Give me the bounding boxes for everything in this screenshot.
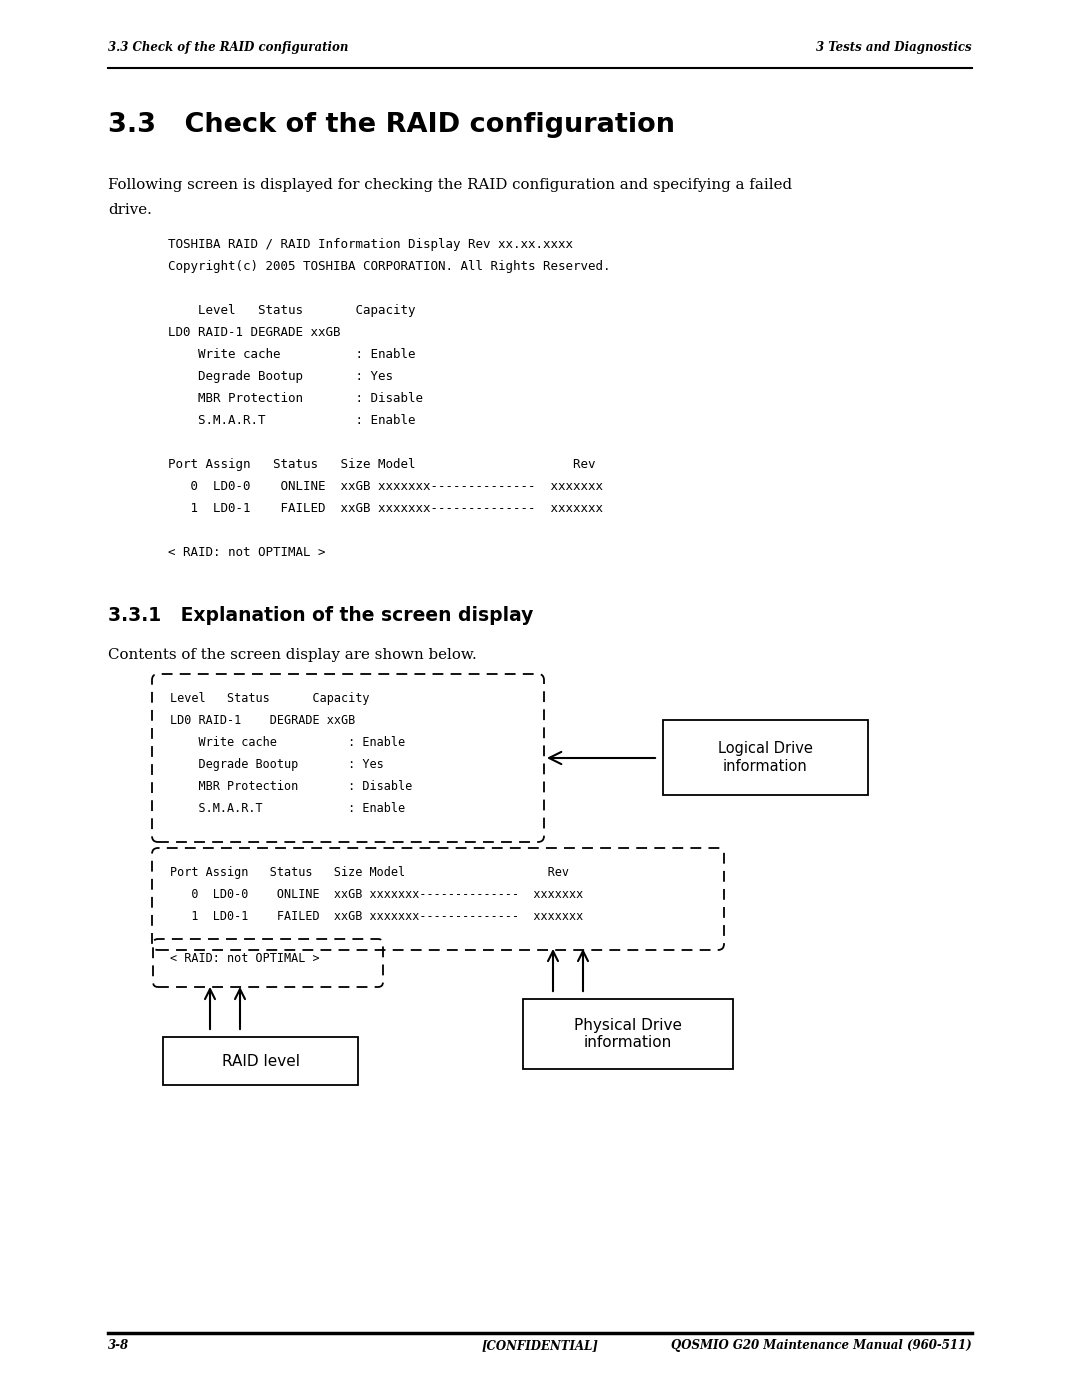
Text: Logical Drive
information: Logical Drive information	[718, 742, 813, 774]
Text: Port Assign   Status   Size Model                    Rev: Port Assign Status Size Model Rev	[170, 866, 569, 879]
Text: Level   Status       Capacity: Level Status Capacity	[168, 305, 416, 317]
Text: 3 Tests and Diagnostics: 3 Tests and Diagnostics	[816, 41, 972, 54]
Text: RAID level: RAID level	[221, 1053, 299, 1069]
Text: TOSHIBA RAID / RAID Information Display Rev xx.xx.xxxx: TOSHIBA RAID / RAID Information Display …	[168, 237, 573, 251]
Text: S.M.A.R.T            : Enable: S.M.A.R.T : Enable	[170, 802, 405, 814]
Text: LD0 RAID-1 DEGRADE xxGB: LD0 RAID-1 DEGRADE xxGB	[168, 326, 340, 339]
Text: MBR Protection       : Disable: MBR Protection : Disable	[170, 780, 413, 793]
Text: 3.3   Check of the RAID configuration: 3.3 Check of the RAID configuration	[108, 112, 675, 138]
Text: drive.: drive.	[108, 203, 152, 217]
Text: Degrade Bootup       : Yes: Degrade Bootup : Yes	[170, 759, 383, 771]
Text: MBR Protection       : Disable: MBR Protection : Disable	[168, 393, 423, 405]
Text: 1  LD0-1    FAILED  xxGB xxxxxxx--------------  xxxxxxx: 1 LD0-1 FAILED xxGB xxxxxxx-------------…	[170, 909, 583, 923]
Text: 3-8: 3-8	[108, 1338, 130, 1352]
Text: Degrade Bootup       : Yes: Degrade Bootup : Yes	[168, 370, 393, 383]
Text: Contents of the screen display are shown below.: Contents of the screen display are shown…	[108, 648, 476, 662]
Text: 3.3.1   Explanation of the screen display: 3.3.1 Explanation of the screen display	[108, 606, 534, 624]
Text: 0  LD0-0    ONLINE  xxGB xxxxxxx--------------  xxxxxxx: 0 LD0-0 ONLINE xxGB xxxxxxx-------------…	[168, 481, 603, 493]
Text: Port Assign   Status   Size Model                     Rev: Port Assign Status Size Model Rev	[168, 458, 595, 471]
Text: Write cache          : Enable: Write cache : Enable	[168, 348, 416, 360]
Text: [CONFIDENTIAL]: [CONFIDENTIAL]	[482, 1338, 598, 1352]
Text: 1  LD0-1    FAILED  xxGB xxxxxxx--------------  xxxxxxx: 1 LD0-1 FAILED xxGB xxxxxxx-------------…	[168, 502, 603, 515]
Text: 0  LD0-0    ONLINE  xxGB xxxxxxx--------------  xxxxxxx: 0 LD0-0 ONLINE xxGB xxxxxxx-------------…	[170, 888, 583, 901]
Text: Physical Drive
information: Physical Drive information	[573, 1018, 681, 1051]
Text: < RAID: not OPTIMAL >: < RAID: not OPTIMAL >	[170, 951, 320, 965]
Text: Copyright(c) 2005 TOSHIBA CORPORATION. All Rights Reserved.: Copyright(c) 2005 TOSHIBA CORPORATION. A…	[168, 260, 610, 272]
Text: S.M.A.R.T            : Enable: S.M.A.R.T : Enable	[168, 414, 416, 427]
Text: Following screen is displayed for checking the RAID configuration and specifying: Following screen is displayed for checki…	[108, 177, 792, 191]
Text: < RAID: not OPTIMAL >: < RAID: not OPTIMAL >	[168, 546, 325, 559]
Text: LD0 RAID-1    DEGRADE xxGB: LD0 RAID-1 DEGRADE xxGB	[170, 714, 355, 726]
FancyBboxPatch shape	[523, 999, 733, 1069]
Text: Level   Status      Capacity: Level Status Capacity	[170, 692, 369, 705]
Text: QOSMIO G20 Maintenance Manual (960-511): QOSMIO G20 Maintenance Manual (960-511)	[672, 1338, 972, 1352]
FancyBboxPatch shape	[663, 719, 868, 795]
FancyBboxPatch shape	[163, 1037, 357, 1085]
Text: Write cache          : Enable: Write cache : Enable	[170, 736, 405, 749]
Text: 3.3 Check of the RAID configuration: 3.3 Check of the RAID configuration	[108, 41, 349, 54]
